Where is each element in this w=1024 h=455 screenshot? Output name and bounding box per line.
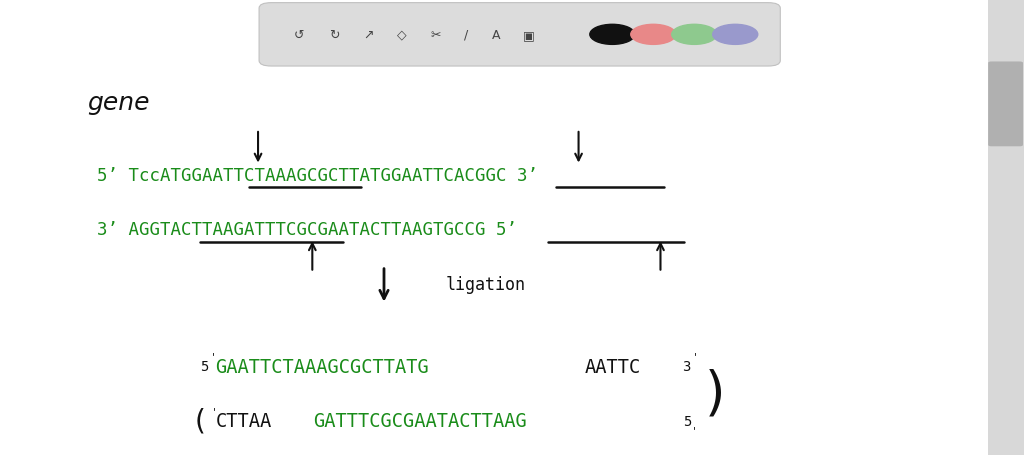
FancyBboxPatch shape: [988, 0, 1024, 455]
FancyBboxPatch shape: [988, 62, 1023, 147]
Text: GATTTCGCGAATACTTAAG: GATTTCGCGAATACTTAAG: [313, 411, 527, 430]
Text: /: /: [464, 29, 468, 42]
Text: CTTAA: CTTAA: [216, 411, 272, 430]
Text: ▣: ▣: [522, 29, 535, 42]
Text: ': ': [213, 406, 216, 416]
Text: ': ': [694, 351, 697, 361]
Text: ': ': [212, 351, 215, 361]
Text: ): ): [705, 368, 725, 420]
Text: 5: 5: [200, 359, 208, 373]
Text: gene: gene: [87, 91, 150, 114]
Text: A: A: [493, 29, 501, 42]
Text: 3’ AGGTACTTAAGATTTCGCGAATACTTAAGTGCCG 5’: 3’ AGGTACTTAAGATTTCGCGAATACTTAAGTGCCG 5’: [97, 221, 517, 239]
Text: ↺: ↺: [294, 29, 304, 42]
Circle shape: [590, 25, 635, 46]
Text: 5: 5: [683, 414, 691, 428]
FancyBboxPatch shape: [0, 0, 988, 455]
Text: ↗: ↗: [364, 29, 374, 42]
Text: 3: 3: [682, 359, 690, 373]
Text: (: (: [195, 407, 205, 435]
Text: ': ': [693, 425, 696, 435]
Circle shape: [713, 25, 758, 46]
Text: ◇: ◇: [396, 29, 407, 42]
Text: ↻: ↻: [329, 29, 339, 42]
Text: GAATTCTAAAGCGCTTATG: GAATTCTAAAGCGCTTATG: [215, 357, 429, 376]
Text: ✂: ✂: [431, 29, 441, 42]
Circle shape: [631, 25, 676, 46]
Text: ligation: ligation: [445, 275, 525, 293]
FancyBboxPatch shape: [259, 4, 780, 67]
Text: AATTC: AATTC: [585, 357, 641, 376]
Text: 5’ TccATGGAATTCTAAAGCGCTTATGGAATTCACGGC 3’: 5’ TccATGGAATTCTAAAGCGCTTATGGAATTCACGGC …: [97, 166, 539, 184]
Circle shape: [672, 25, 717, 46]
